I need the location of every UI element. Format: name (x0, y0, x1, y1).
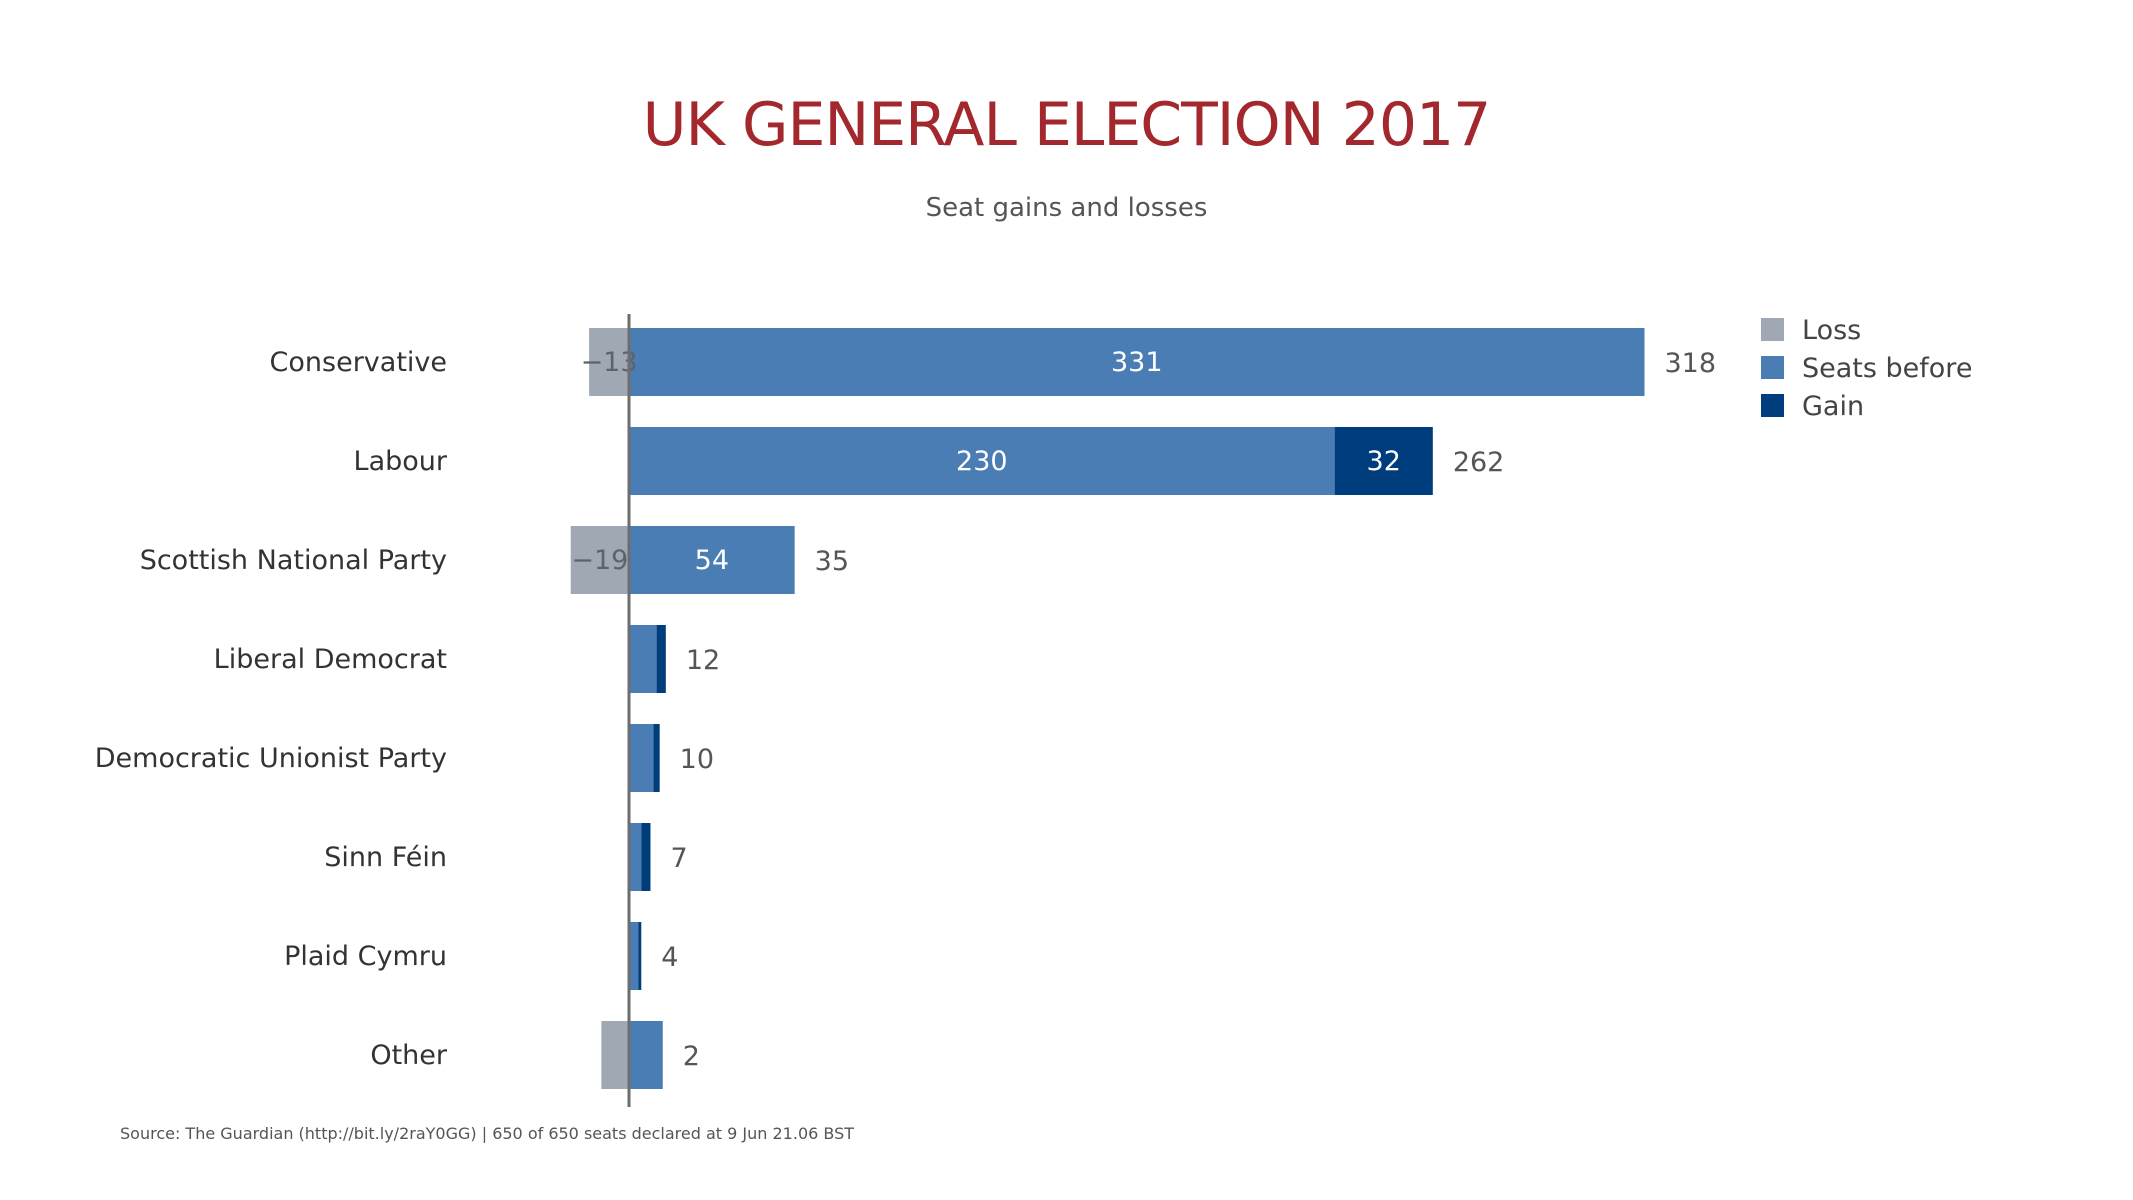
category-label: Plaid Cymru (284, 941, 447, 972)
bar-gain (653, 724, 660, 792)
bar-label-gain: 32 (1367, 446, 1401, 477)
total-label: 35 (815, 546, 849, 577)
bar-seats-before (629, 724, 654, 792)
category-label: Democratic Unionist Party (95, 743, 447, 774)
category-label: Scottish National Party (140, 545, 447, 576)
total-label: 12 (686, 645, 720, 676)
legend-label: Loss (1802, 315, 1861, 346)
bar-gain (641, 823, 651, 891)
bar-gain (638, 922, 642, 990)
category-label: Labour (354, 446, 448, 477)
bar-loss (589, 328, 629, 396)
total-label: 4 (661, 942, 678, 973)
bar-seats-before (629, 625, 657, 693)
bar-seats-before (629, 526, 795, 594)
legend-label: Gain (1802, 391, 1864, 422)
bar-loss (601, 1021, 629, 1089)
total-label: 10 (680, 744, 714, 775)
legend-swatch-gain (1761, 394, 1784, 417)
chart-subtitle: Seat gains and losses (925, 193, 1208, 223)
source-note: Source: The Guardian (http://bit.ly/2raY… (120, 1124, 855, 1143)
bar-seats-before (629, 328, 1645, 396)
total-label: 7 (670, 843, 687, 874)
category-label: Other (370, 1040, 448, 1071)
chart-title: UK GENERAL ELECTION 2017 (642, 90, 1492, 160)
bar-loss (570, 526, 629, 594)
bar-seats-before (629, 1021, 663, 1089)
bar-label-seats-before: 230 (956, 446, 1008, 477)
bar-seats-before (629, 823, 642, 891)
total-label: 2 (683, 1041, 700, 1072)
bar-label-seats-before: 54 (695, 545, 729, 576)
total-label: 262 (1453, 447, 1505, 478)
total-label: 318 (1665, 348, 1717, 379)
bar-label-seats-before: 331 (1111, 347, 1163, 378)
bar-seats-before (629, 427, 1335, 495)
category-label: Sinn Féin (324, 842, 447, 873)
legend-label: Seats before (1802, 353, 1972, 384)
category-label: Conservative (270, 347, 447, 378)
legend-swatch-loss (1761, 318, 1784, 341)
bar-gain (1334, 427, 1433, 495)
bar-gain (656, 625, 666, 693)
category-label: Liberal Democrat (214, 644, 447, 675)
bar-seats-before (629, 922, 639, 990)
legend-swatch-seats-before (1761, 356, 1784, 379)
bar-label-loss: −19 (571, 545, 628, 576)
